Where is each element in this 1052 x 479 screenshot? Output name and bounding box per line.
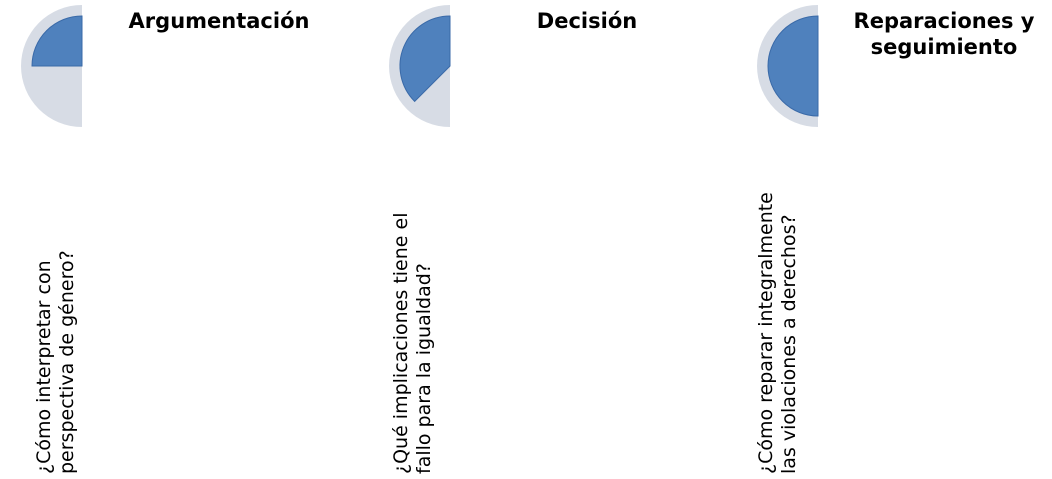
step-2-pie-slice (399, 15, 451, 103)
step-1-pie (21, 5, 83, 127)
step-3-question: ¿Cómo reparar integralmente las violacio… (755, 192, 800, 474)
step-1-pie-slice (31, 15, 83, 67)
step-3-pie (757, 5, 819, 127)
step-2-pie (389, 5, 451, 127)
step-2-title: Decisión (536, 9, 638, 33)
step-3-title: Reparaciones y seguimiento (853, 9, 1035, 59)
step-2-question: ¿Qué implicaciones tiene el fallo para l… (390, 212, 435, 474)
step-1-title: Argumentación (128, 9, 310, 33)
step-1-question: ¿Cómo interpretar con perspectiva de gén… (33, 250, 78, 474)
step-3-pie-slice (767, 15, 819, 117)
